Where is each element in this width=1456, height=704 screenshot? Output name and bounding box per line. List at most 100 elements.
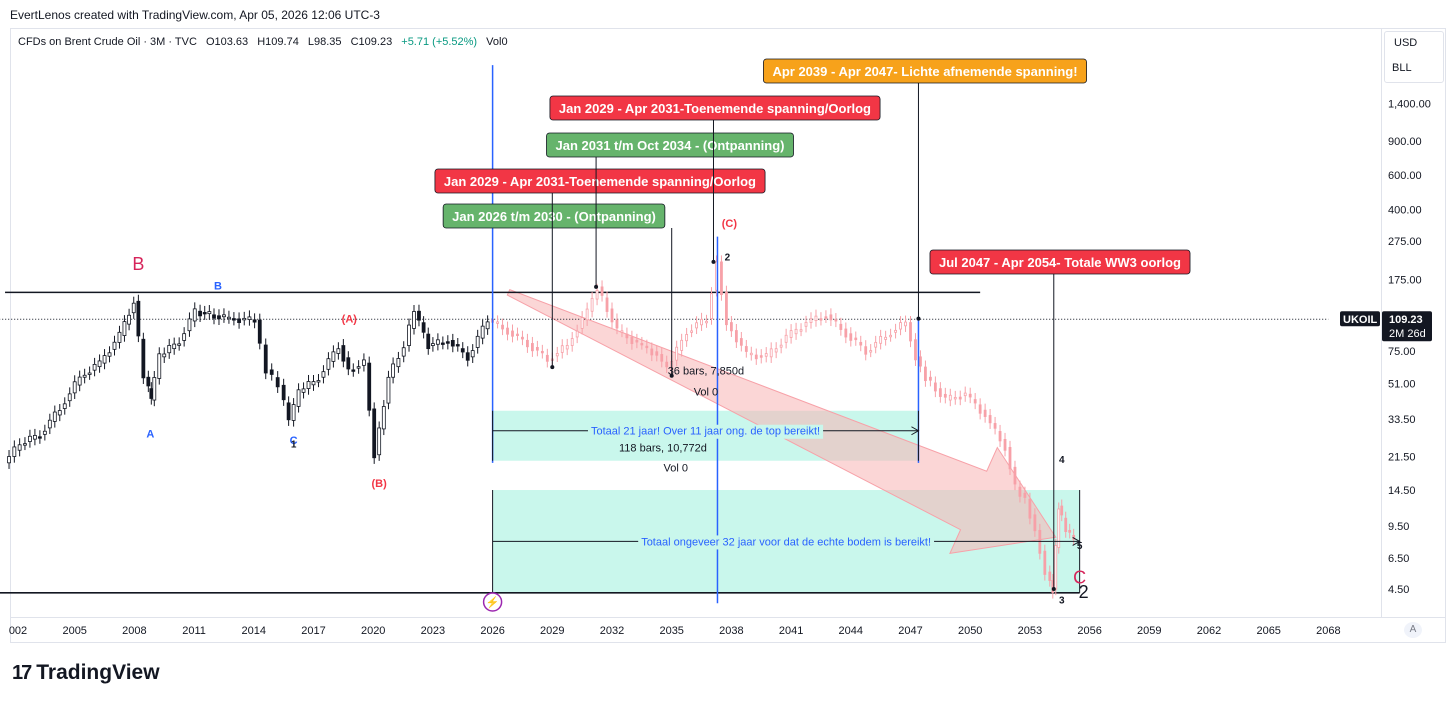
history-candle xyxy=(331,351,336,362)
projection-candle xyxy=(730,322,733,332)
history-candle xyxy=(162,353,167,358)
projection-candle xyxy=(660,354,664,362)
projection-candle xyxy=(894,329,897,333)
bar-countdown: 2M 26d xyxy=(1389,328,1426,340)
time-axis-tick: 2053 xyxy=(1018,625,1042,637)
time-axis-tick: 2038 xyxy=(719,625,743,637)
wave-label: C xyxy=(1073,568,1086,588)
projection-candle xyxy=(645,345,649,349)
history-candle xyxy=(227,316,231,320)
projection-candle xyxy=(734,330,738,343)
history-candle xyxy=(435,339,440,345)
range-volume: Vol 0 xyxy=(663,463,687,475)
history-candle xyxy=(242,317,247,321)
unit-label[interactable]: BLL xyxy=(1392,62,1412,74)
projection-candle xyxy=(744,346,748,352)
history-candle xyxy=(23,443,27,446)
history-candle xyxy=(321,371,326,378)
history-candle xyxy=(386,376,391,404)
projection-candle xyxy=(948,394,952,401)
history-candle xyxy=(426,333,431,350)
projection-candle xyxy=(590,298,594,312)
projection-candle xyxy=(690,330,693,333)
projection-candle xyxy=(650,348,654,356)
projection-candle xyxy=(635,339,639,343)
projection-candle xyxy=(943,393,947,398)
history-candle xyxy=(401,347,406,357)
history-candle xyxy=(475,335,480,348)
history-candle xyxy=(412,311,416,329)
history-candle xyxy=(198,310,202,317)
history-candle xyxy=(28,435,32,442)
projection-candle xyxy=(680,339,684,351)
tradingview-logo-icon: 17 xyxy=(12,661,32,684)
history-candle xyxy=(336,348,341,354)
projection-candle xyxy=(749,352,753,356)
history-candle xyxy=(252,319,257,323)
history-candle xyxy=(257,319,262,344)
projection-candle xyxy=(516,333,519,337)
callout-label: Jan 2026 t/m 2030 - (Ontpanning) xyxy=(452,209,656,224)
price-axis-tick: 51.00 xyxy=(1388,379,1416,391)
price-axis-tick: 275.00 xyxy=(1388,236,1422,248)
wave-label: 1 xyxy=(291,439,297,450)
projection-candle xyxy=(859,341,863,346)
projection-candle xyxy=(1023,492,1027,498)
projection-candle xyxy=(640,343,644,346)
projection-candle xyxy=(988,415,992,424)
time-axis-tick: 2056 xyxy=(1077,625,1101,637)
projection-candle xyxy=(774,348,778,353)
projection-candle xyxy=(705,320,708,324)
event-marker-icon xyxy=(482,592,503,612)
symbol-tag xyxy=(1340,311,1380,327)
wave-label: (C) xyxy=(722,218,738,230)
history-candle xyxy=(372,408,377,459)
projection-candle xyxy=(804,321,808,327)
price-axis-tick: 33.50 xyxy=(1388,414,1416,426)
history-candle xyxy=(440,342,445,345)
history-candle xyxy=(117,331,122,343)
currency-selector[interactable] xyxy=(1384,31,1444,83)
history-candle xyxy=(92,364,97,371)
wave-label: 3 xyxy=(1059,595,1065,606)
history-candle xyxy=(97,360,102,368)
projection-candle xyxy=(1064,517,1068,532)
history-candle xyxy=(102,355,107,364)
symbol-name[interactable]: CFDs on Brent Crude Oil · 3M · TVC xyxy=(18,36,197,48)
wave-label: B xyxy=(132,254,144,274)
projection-candle xyxy=(1060,505,1064,516)
projection-candle xyxy=(809,318,813,323)
projection-candle xyxy=(819,318,823,321)
projection-candle xyxy=(919,356,922,367)
currency-label[interactable]: USD xyxy=(1394,37,1418,49)
price-axis-tick: 900.00 xyxy=(1388,136,1422,148)
projection-candle xyxy=(844,328,848,338)
history-candle xyxy=(72,381,77,394)
auto-scale-button[interactable]: A xyxy=(1404,622,1422,638)
projection-candle xyxy=(545,354,549,362)
projection-candle xyxy=(929,376,932,381)
callout-anchor-dot xyxy=(916,316,921,321)
projection-candle xyxy=(615,319,619,329)
wave-label: 4 xyxy=(1059,455,1065,466)
projection-candle xyxy=(610,308,614,323)
history-candle xyxy=(407,324,411,346)
history-candle xyxy=(346,357,351,370)
ohlc-high: H109.74 xyxy=(257,36,299,48)
history-candle xyxy=(326,358,331,370)
callout-box xyxy=(549,95,881,121)
projection-candle xyxy=(869,350,873,353)
history-candle xyxy=(430,343,435,346)
projection-candle xyxy=(506,327,509,335)
time-axis-tick: 2068 xyxy=(1316,625,1340,637)
history-candle xyxy=(207,311,212,315)
history-candle xyxy=(367,362,372,411)
history-candle xyxy=(362,359,366,366)
projection-candle xyxy=(521,336,524,340)
symbol-legend[interactable]: CFDs on Brent Crude Oil · 3M · TVC O103.… xyxy=(18,36,514,48)
projection-candle xyxy=(884,336,888,340)
last-price-tag xyxy=(1382,311,1432,342)
callout-anchor-dot xyxy=(1051,587,1056,591)
time-axis-tick: 2020 xyxy=(361,625,385,637)
